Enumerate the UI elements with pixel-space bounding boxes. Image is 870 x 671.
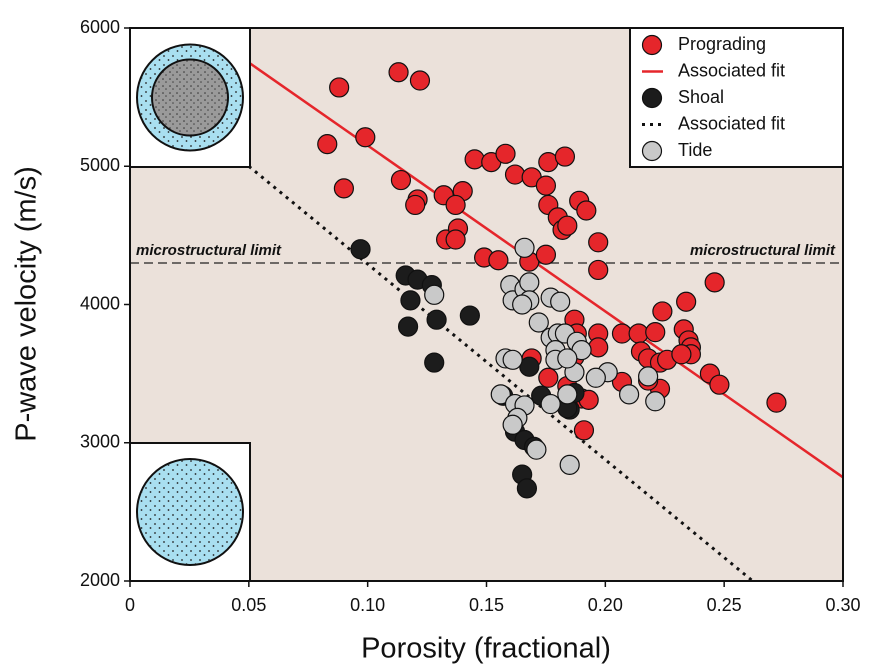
data-point <box>652 301 673 322</box>
data-point <box>709 374 730 395</box>
x-axis-label: Porosity (fractional) <box>361 633 611 665</box>
data-point <box>409 70 431 91</box>
legend-label: Shoal <box>678 87 724 107</box>
fit-line <box>248 61 844 479</box>
x-tick-label: 0 <box>125 595 135 615</box>
y-tick-label: 6000 <box>80 17 120 37</box>
data-point <box>559 454 580 475</box>
data-point <box>333 178 354 199</box>
data-point <box>528 312 549 333</box>
data-point <box>618 384 640 405</box>
x-tick-label: 0.10 <box>350 595 385 615</box>
data-point <box>459 305 480 326</box>
data-point <box>504 164 526 185</box>
legend-label: Associated fit <box>678 113 785 133</box>
data-point <box>588 337 609 358</box>
legend-box <box>629 27 844 168</box>
data-point <box>671 344 692 365</box>
grain-core <box>151 58 229 137</box>
data-point <box>329 77 350 98</box>
legend-label: Tide <box>678 140 712 160</box>
data-point <box>405 194 426 216</box>
legend-marker <box>641 140 663 162</box>
x-tick-label: 0.25 <box>707 595 742 615</box>
data-point <box>676 291 697 312</box>
x-tick-label: 0.30 <box>825 595 860 615</box>
reference-label: microstructural limit <box>136 242 282 259</box>
data-point <box>495 143 516 164</box>
data-point <box>557 348 578 369</box>
data-point <box>588 232 609 253</box>
data-point <box>488 250 509 271</box>
data-point <box>550 291 571 312</box>
data-point <box>576 200 597 221</box>
data-point <box>645 322 666 343</box>
legend-marker <box>641 87 663 109</box>
legend-label: Prograding <box>678 34 766 54</box>
legend-marker <box>641 34 663 56</box>
grain-stipple <box>138 460 242 564</box>
data-point <box>526 439 547 460</box>
data-point <box>535 244 557 265</box>
data-point <box>557 384 578 405</box>
data-point <box>766 392 787 413</box>
data-point <box>317 134 338 155</box>
data-point <box>397 316 419 337</box>
data-point <box>519 272 540 293</box>
x-tick-label: 0.05 <box>231 595 266 615</box>
data-point <box>573 420 595 441</box>
data-point <box>445 194 466 216</box>
data-point <box>502 349 523 370</box>
legend-label: Associated fit <box>678 60 785 80</box>
data-point <box>540 393 561 415</box>
data-point <box>388 62 409 83</box>
data-point <box>424 352 445 373</box>
data-point <box>554 146 576 167</box>
data-point <box>514 237 535 258</box>
data-point <box>426 309 447 330</box>
x-tick-label: 0.15 <box>469 595 504 615</box>
data-point <box>645 391 666 412</box>
data-point <box>585 367 606 388</box>
data-point <box>400 290 421 311</box>
y-tick-label: 3000 <box>80 432 120 452</box>
y-tick-label: 2000 <box>80 570 120 590</box>
data-point <box>390 169 412 191</box>
y-tick-label: 5000 <box>80 155 120 175</box>
data-point <box>557 215 578 236</box>
data-point <box>512 294 533 315</box>
data-point <box>424 284 445 305</box>
data-point <box>445 229 466 250</box>
y-tick-label: 4000 <box>80 293 120 313</box>
data-point <box>464 149 485 170</box>
data-point <box>350 239 371 260</box>
data-point <box>638 366 659 387</box>
y-axis-label: P-wave velocity (m/s) <box>11 166 43 442</box>
data-point <box>588 259 609 281</box>
data-point <box>502 414 523 435</box>
data-point <box>535 175 557 196</box>
data-point <box>704 272 725 293</box>
reference-label: microstructural limit <box>690 242 836 259</box>
data-point <box>538 367 559 388</box>
data-point <box>516 478 538 499</box>
data-point <box>355 127 376 148</box>
data-point <box>490 384 511 405</box>
x-tick-label: 0.20 <box>588 595 623 615</box>
